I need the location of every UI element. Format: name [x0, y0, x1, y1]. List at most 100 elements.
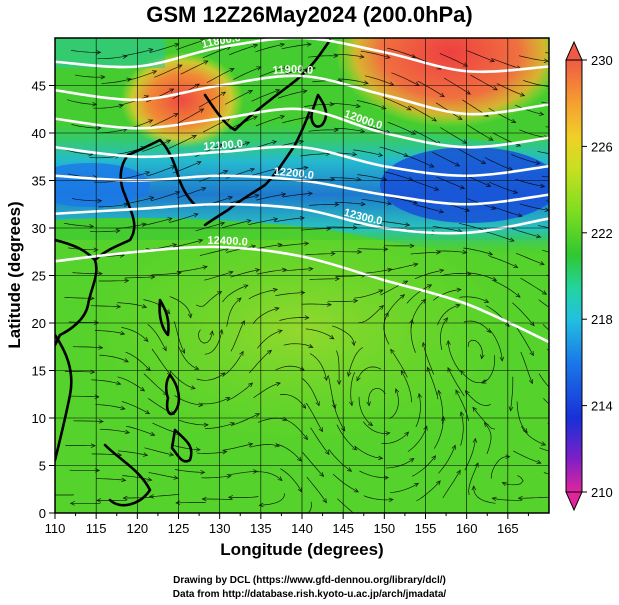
- streamline-arrowhead: [438, 209, 445, 214]
- streamline: [365, 75, 394, 86]
- streamline: [443, 77, 471, 95]
- streamline-arrowhead: [329, 101, 335, 107]
- streamline: [221, 220, 251, 229]
- streamline: [538, 225, 549, 229]
- streamline-arrowhead: [505, 454, 511, 459]
- streamline-arrowhead: [162, 346, 167, 352]
- x-tick-label-130: 130: [209, 521, 231, 536]
- streamline-arrowhead: [271, 140, 278, 145]
- colorbar-tick-label-226: 226: [591, 139, 613, 154]
- streamline-arrowhead: [429, 163, 435, 168]
- streamline: [222, 284, 249, 303]
- streamline: [178, 419, 208, 426]
- streamline-arrowhead: [455, 389, 460, 395]
- streamline: [502, 475, 524, 486]
- streamline-arrowhead: [356, 376, 361, 382]
- x-tick-label-160: 160: [456, 521, 478, 536]
- streamline-arrowhead: [394, 388, 400, 394]
- streamline: [90, 305, 121, 308]
- streamline-arrowhead: [303, 435, 309, 441]
- streamline-arrowhead: [175, 190, 181, 196]
- streamline: [334, 53, 364, 58]
- streamline-arrowhead: [98, 419, 104, 424]
- streamline-arrowhead: [219, 221, 226, 226]
- streamline: [433, 416, 444, 449]
- streamline-arrowhead: [403, 280, 409, 285]
- streamline: [354, 289, 384, 299]
- colorbar-ticks: 210 214 218 222 226 230: [582, 53, 613, 500]
- streamline: [142, 139, 171, 152]
- streamline-arrowhead: [93, 247, 99, 253]
- credit-data-source: Data from http://database.rish.kyoto-u.a…: [172, 589, 447, 600]
- streamline-arrowhead: [528, 379, 534, 385]
- streamline: [519, 203, 549, 211]
- streamline-arrowhead: [115, 228, 121, 234]
- streamline-arrowhead: [122, 495, 128, 501]
- streamline-arrowhead: [540, 441, 547, 446]
- streamline-arrowhead: [200, 38, 206, 44]
- streamline: [71, 198, 102, 202]
- streamline: [409, 105, 437, 122]
- streamline-arrowhead: [191, 134, 197, 140]
- streamline-arrowhead: [123, 358, 129, 363]
- streamline: [228, 496, 259, 498]
- streamline-arrowhead: [258, 502, 264, 508]
- streamline-arrowhead: [472, 437, 478, 443]
- streamline: [518, 55, 549, 62]
- streamline: [257, 417, 288, 423]
- streamline: [539, 447, 549, 452]
- streamline: [253, 382, 281, 398]
- streamline: [332, 473, 359, 493]
- colorbar-arrow-top: [565, 40, 583, 61]
- streamline-arrowhead: [249, 167, 255, 173]
- streamline: [228, 44, 258, 56]
- streamline: [177, 187, 206, 199]
- streamline-arrowhead: [459, 411, 465, 417]
- streamline: [90, 230, 120, 233]
- streamline: [126, 425, 155, 436]
- streamline: [381, 431, 409, 444]
- streamline: [542, 324, 549, 331]
- streamline: [72, 346, 103, 349]
- streamline-arrowhead: [266, 349, 273, 355]
- streamline-arrowhead: [353, 488, 360, 493]
- streamline-arrowhead: [196, 161, 202, 166]
- streamline: [414, 269, 444, 280]
- streamline-arrowhead: [377, 152, 384, 157]
- streamline: [432, 225, 463, 233]
- streamline: [309, 204, 339, 206]
- streamline-arrowhead: [435, 480, 441, 486]
- streamline-arrowhead: [509, 237, 515, 242]
- streamline: [202, 46, 231, 59]
- colorbar: 210 214 218 222 226 230: [565, 40, 613, 512]
- streamline: [537, 151, 549, 154]
- streamline-arrowhead: [290, 517, 294, 521]
- streamline-arrowhead: [116, 304, 122, 309]
- streamline: [282, 192, 313, 198]
- streamline-arrowhead: [519, 92, 526, 97]
- x-tick-label-110: 110: [45, 521, 66, 536]
- streamline-arrowhead: [173, 475, 179, 480]
- streamline-arrowhead: [97, 198, 103, 204]
- streamline: [309, 278, 340, 280]
- streamline: [512, 302, 535, 326]
- streamline-arrowhead: [92, 102, 98, 107]
- streamline-arrowhead: [356, 516, 360, 520]
- streamline-arrowhead: [417, 392, 422, 399]
- streamline-arrowhead: [248, 442, 254, 447]
- x-tick-label-125: 125: [168, 521, 190, 536]
- streamline-arrowhead: [254, 413, 261, 418]
- streamline-arrowhead: [536, 459, 542, 465]
- streamline: [357, 248, 388, 250]
- streamline: [95, 404, 125, 410]
- streamline: [223, 443, 253, 451]
- contour-label: 11900.0: [272, 64, 314, 77]
- streamline: [407, 426, 428, 452]
- streamline: [410, 179, 439, 191]
- map-title: GSM 12Z26May2024 (200.0hPa): [146, 2, 473, 27]
- streamline: [358, 396, 373, 426]
- streamline-arrowhead: [222, 449, 228, 455]
- streamline-arrowhead: [390, 348, 395, 354]
- streamline-arrowhead: [441, 415, 446, 421]
- streamline: [95, 478, 126, 481]
